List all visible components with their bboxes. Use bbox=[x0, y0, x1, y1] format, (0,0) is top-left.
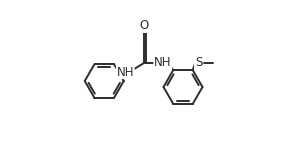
Text: NH: NH bbox=[154, 57, 171, 69]
Text: NH: NH bbox=[117, 66, 134, 78]
Text: S: S bbox=[195, 57, 203, 69]
Text: O: O bbox=[139, 19, 149, 32]
